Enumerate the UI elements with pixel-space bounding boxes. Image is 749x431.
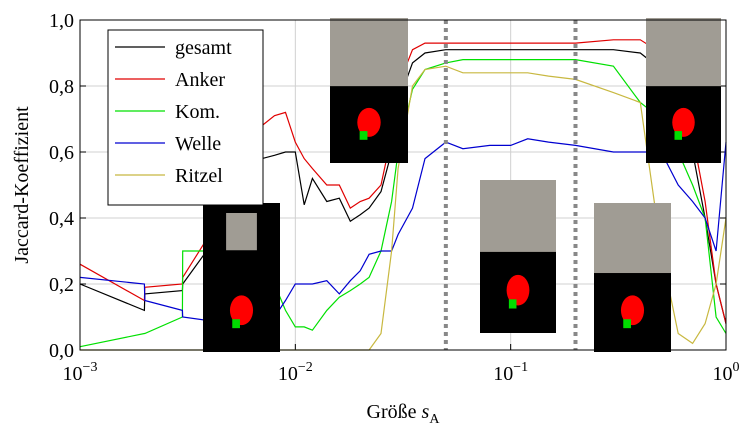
y-axis-label: Jaccard-Koeffizient [11,106,33,264]
x-tick-base: 10 [63,363,83,385]
x-tick-base: 10 [278,363,298,385]
inset-mask-part [674,131,682,140]
x-tick-exponent: −1 [513,360,528,375]
x-tick-exponent: −3 [83,360,98,375]
inset-image [594,203,671,352]
inset-photo [226,213,257,251]
inset-mask [672,107,695,137]
x-tick-label: 10−1 [493,360,528,385]
legend-label: Kom. [175,101,220,123]
inset-mask-part [623,319,631,329]
inset-image [480,180,556,333]
y-tick-label: 1,0 [49,10,74,32]
legend-label: Ritzel [175,165,223,187]
x-axis-label: Größe sA [367,401,441,427]
legend-box [107,29,264,206]
inset-mask [229,295,254,326]
legend-label: Anker [175,69,225,91]
inset-photo [480,180,556,252]
y-tick-label: 0,8 [49,76,74,98]
x-tick-label: 100 [713,360,740,385]
y-tick-label: 0,2 [49,274,74,296]
inset-image [646,18,721,163]
x-label-text: Größe [367,401,422,423]
x-label-symbol: s [422,401,430,423]
x-tick-base: 10 [493,363,513,385]
inset-mask [620,295,645,326]
legend-label: Welle [175,133,221,155]
legend-label: gesamt [175,37,232,59]
inset-photo [646,18,721,87]
inset-photo [330,18,408,87]
inset-mask-part [359,131,368,140]
plot-frame [79,19,727,351]
x-tick-base: 10 [713,363,733,385]
inset-image [330,18,408,163]
x-tick-exponent: −2 [298,360,313,375]
inset-photo [594,203,671,274]
inset-mask-part [508,299,517,309]
y-tick-label: 0,4 [49,208,74,230]
x-tick-label: 10−2 [278,360,313,385]
y-tick-label: 0,0 [49,340,74,362]
y-tick-label: 0,6 [49,142,74,164]
x-tick-label: 10−3 [63,360,98,385]
inset-mask-part [232,319,240,329]
inset-image [203,203,280,352]
x-label-subscript: A [429,412,440,427]
x-tick-exponent: 0 [733,360,740,375]
inset-mask [506,274,530,306]
inset-mask [357,107,381,137]
